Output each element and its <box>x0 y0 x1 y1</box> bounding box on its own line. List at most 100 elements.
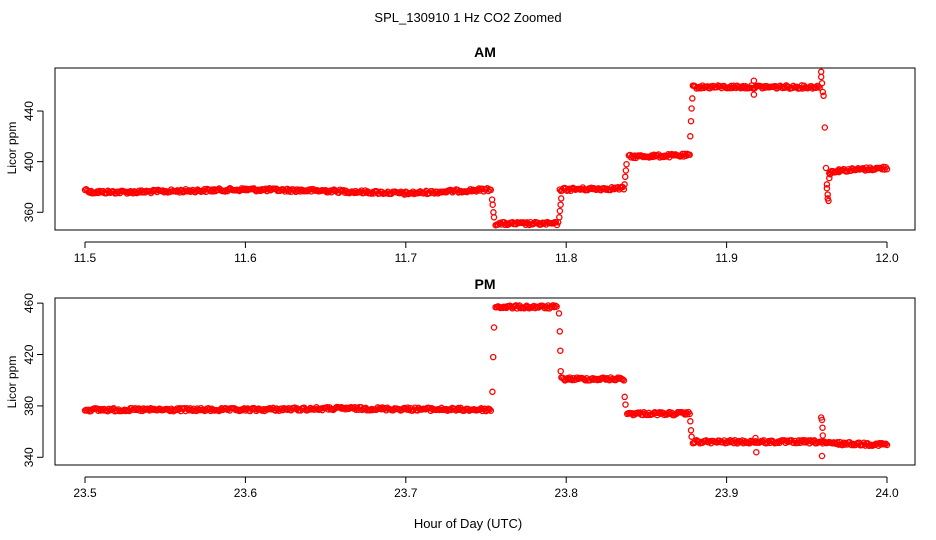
x-tick-label: 11.9 <box>715 251 738 265</box>
data-point <box>687 418 694 425</box>
data-point <box>557 201 564 208</box>
data-point <box>819 424 826 431</box>
data-point <box>820 92 827 100</box>
data-point <box>490 324 498 331</box>
data-point <box>687 133 694 140</box>
x-tick-label: 23.5 <box>73 486 97 500</box>
data-point <box>819 88 827 96</box>
data-point <box>689 95 696 102</box>
data-point <box>621 181 628 188</box>
data-point <box>486 406 493 413</box>
data-point <box>686 410 693 418</box>
x-tick-label: 12.0 <box>875 251 899 265</box>
data-point <box>688 433 695 440</box>
data-point <box>622 167 630 174</box>
y-tick-label: 340 <box>22 447 36 467</box>
data-point <box>826 174 833 182</box>
x-tick-label: 11.8 <box>555 251 578 265</box>
data-point <box>883 441 891 449</box>
data-point <box>556 214 563 221</box>
data-point <box>488 196 496 203</box>
data-point <box>661 411 668 419</box>
data-point <box>818 79 826 87</box>
panel-pm: PM Licor ppm 23.5 23.6 23.7 23.8 23.9 24.0 34… <box>5 276 916 500</box>
x-tick-label: 23.9 <box>715 486 739 500</box>
data-points-am <box>81 68 891 229</box>
y-axis-pm: 340 380 420 460 <box>22 293 44 467</box>
data-point <box>815 83 822 90</box>
y-tick-label: 420 <box>22 344 36 364</box>
x-tick-label: 23.7 <box>394 486 418 500</box>
data-point <box>817 73 825 81</box>
data-point <box>825 197 832 205</box>
data-point <box>557 347 564 354</box>
data-point <box>489 388 496 396</box>
data-point <box>818 452 826 460</box>
data-point <box>621 173 629 181</box>
data-point <box>753 448 760 456</box>
data-point <box>556 207 564 215</box>
data-point <box>622 401 629 408</box>
data-point <box>557 195 565 202</box>
data-point <box>687 117 695 125</box>
panel-title-pm: PM <box>475 276 496 292</box>
x-tick-label: 11.7 <box>395 251 418 265</box>
figure-title: SPL_130910 1 Hz CO2 Zoomed <box>374 10 561 25</box>
data-point <box>824 191 831 198</box>
data-point <box>687 427 695 434</box>
data-point <box>620 377 628 384</box>
data-point <box>489 201 496 208</box>
data-point <box>555 310 563 317</box>
plot-frame-pm <box>54 297 916 466</box>
panel-title-am: AM <box>474 44 496 60</box>
data-point <box>490 214 498 221</box>
x-axis-pm: 23.5 23.6 23.7 23.8 23.9 24.0 <box>73 476 899 500</box>
data-point <box>688 105 695 112</box>
data-point <box>823 181 831 188</box>
data-point <box>819 432 827 439</box>
data-point <box>557 367 564 375</box>
y-tick-label: 360 <box>22 202 36 222</box>
x-tick-label: 24.0 <box>875 486 899 500</box>
data-point <box>553 303 560 310</box>
data-point <box>750 91 758 98</box>
data-point <box>686 151 693 159</box>
ylabel-pm: Licor ppm <box>5 356 19 409</box>
x-tick-label: 11.6 <box>234 251 257 265</box>
data-point <box>489 353 497 361</box>
data-point <box>752 434 759 442</box>
ylabel-am: Licor ppm <box>5 122 19 175</box>
x-tick-label: 23.8 <box>555 486 579 500</box>
data-point <box>821 124 829 131</box>
data-point <box>883 165 891 173</box>
data-point <box>656 409 663 416</box>
data-point <box>826 171 834 178</box>
data-point <box>750 77 758 84</box>
data-point <box>623 160 630 168</box>
plot-frame-am <box>54 67 916 231</box>
y-tick-label: 460 <box>22 293 36 313</box>
y-tick-label: 440 <box>22 101 36 121</box>
data-point <box>621 393 628 401</box>
y-tick-label: 380 <box>22 396 36 416</box>
data-point <box>660 153 667 161</box>
panel-am: AM Licor ppm 11.5 11.6 11.7 11.8 11.9 12.0 36… <box>5 44 916 265</box>
data-point <box>817 68 825 76</box>
data-point <box>823 184 831 192</box>
y-axis-am: 360 400 440 <box>22 101 44 222</box>
y-tick-label: 400 <box>22 151 36 171</box>
data-points-pm <box>81 302 891 460</box>
data-point <box>818 416 826 424</box>
data-point <box>822 164 830 172</box>
data-point <box>619 376 626 383</box>
data-point <box>556 328 564 335</box>
x-axis-am: 11.5 11.6 11.7 11.8 11.9 12.0 <box>74 241 899 265</box>
data-point <box>487 407 495 414</box>
x-tick-label: 23.6 <box>234 486 258 500</box>
figure-xlabel: Hour of Day (UTC) <box>414 516 522 531</box>
data-point <box>487 186 495 194</box>
x-tick-label: 11.5 <box>74 251 97 265</box>
data-point <box>882 440 890 448</box>
